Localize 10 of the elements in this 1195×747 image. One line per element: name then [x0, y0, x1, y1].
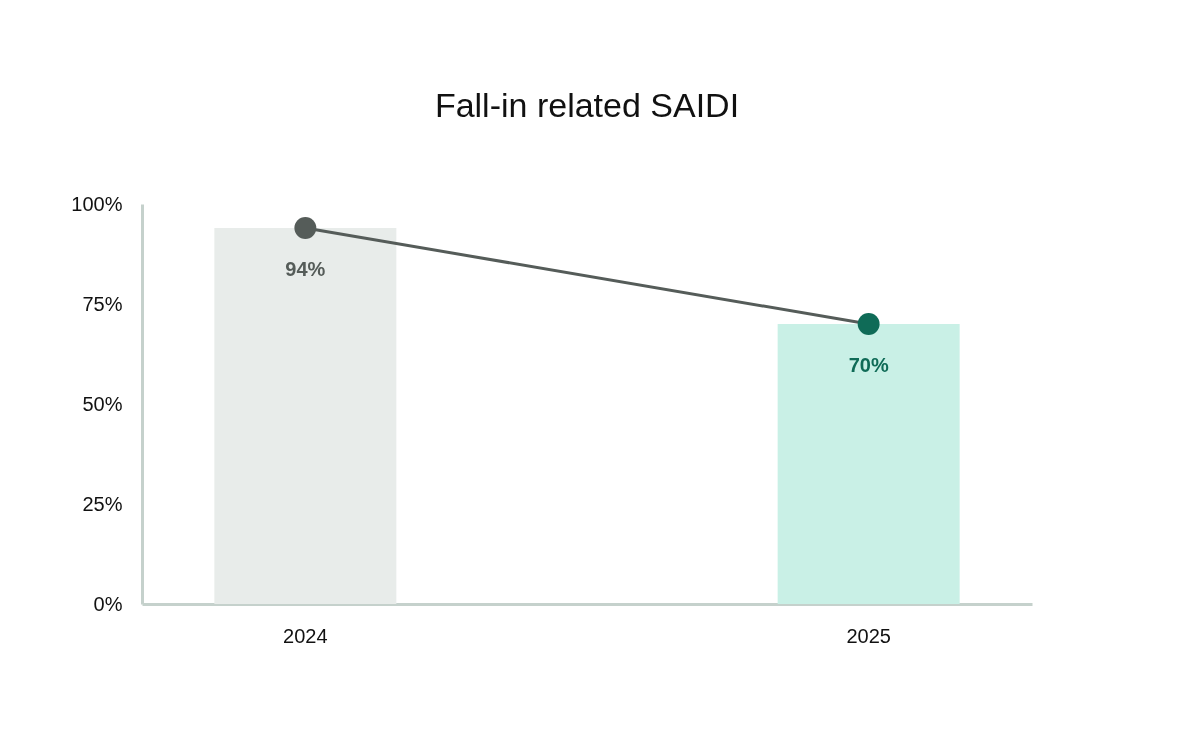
- y-tick-label: 0%: [93, 592, 123, 615]
- y-tick-label: 75%: [82, 292, 123, 315]
- y-tick-label: 50%: [82, 392, 123, 415]
- x-tick-label: 2024: [283, 624, 328, 647]
- data-label: 70%: [848, 354, 889, 376]
- x-tick-label: 2025: [846, 624, 891, 647]
- y-tick-label: 100%: [71, 192, 123, 215]
- data-label: 94%: [285, 258, 326, 280]
- y-tick-label: 25%: [82, 492, 123, 515]
- chart-title: Fall-in related SAIDI: [434, 86, 740, 124]
